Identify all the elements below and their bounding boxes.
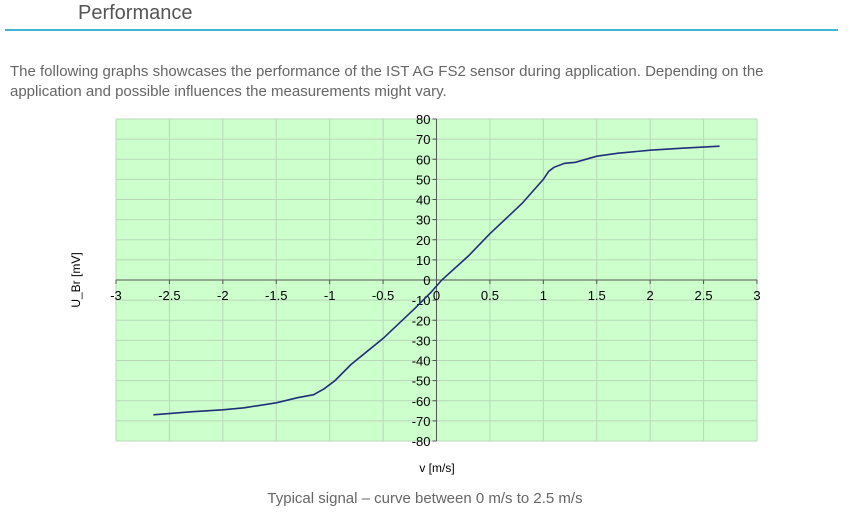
x-tick-label: 2.5 bbox=[695, 288, 713, 303]
tick-labels: -3 -2.5 -2 -1.5 -1 -0.5 0 0.5 1 1.5 2 2.5 3 -80 -70 -60… bbox=[110, 112, 760, 449]
axes bbox=[115, 118, 758, 442]
y-tick-label: 0 bbox=[423, 273, 430, 288]
y-tick-label: 60 bbox=[416, 152, 430, 167]
x-tick-label: -1 bbox=[324, 288, 336, 303]
intro-paragraph: The following graphs showcases the perfo… bbox=[10, 63, 764, 100]
y-tick-label: 10 bbox=[416, 253, 430, 268]
x-axis-label: v [m/s] bbox=[419, 461, 454, 475]
series-line bbox=[153, 145, 720, 416]
y-tick-label: 40 bbox=[416, 193, 430, 208]
x-tick-label: 1 bbox=[540, 288, 547, 303]
y-tick-label: 50 bbox=[416, 172, 430, 187]
y-tick-label: -40 bbox=[412, 354, 431, 369]
y-tick-label: 30 bbox=[416, 213, 430, 228]
y-tick-label: -20 bbox=[412, 313, 431, 328]
y-tick-label: -70 bbox=[412, 414, 431, 429]
x-tick-label: 3 bbox=[753, 288, 760, 303]
chart-caption: Typical signal – curve between 0 m/s to … bbox=[267, 490, 583, 507]
y-axis-label: U_Br [mV] bbox=[69, 252, 83, 307]
x-tick-label: 0 bbox=[433, 288, 440, 303]
y-tick-label: -60 bbox=[412, 394, 431, 409]
y-tick-label: 80 bbox=[416, 112, 430, 127]
title-divider bbox=[5, 29, 838, 31]
x-tick-label: -1.5 bbox=[265, 288, 287, 303]
x-tick-label: 0.5 bbox=[481, 288, 499, 303]
x-tick-label: 1.5 bbox=[588, 288, 606, 303]
y-tick-label: 20 bbox=[416, 233, 430, 248]
y-tick-label: -30 bbox=[412, 333, 431, 348]
x-tick-label: -3 bbox=[110, 288, 122, 303]
y-tick-label: 70 bbox=[416, 132, 430, 147]
x-tick-label: 2 bbox=[647, 288, 654, 303]
x-tick-label: -2 bbox=[217, 288, 229, 303]
x-tick-label: -2.5 bbox=[158, 288, 180, 303]
page-title: Performance bbox=[78, 2, 193, 24]
y-tick-label: -50 bbox=[412, 374, 431, 389]
x-tick-label: -0.5 bbox=[372, 288, 394, 303]
y-tick-label: -80 bbox=[412, 434, 431, 449]
